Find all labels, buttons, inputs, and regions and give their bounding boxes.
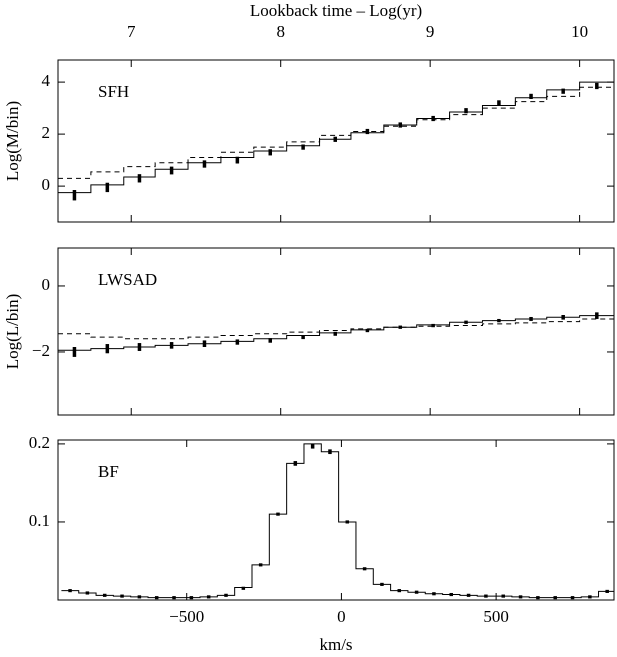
step-line (58, 318, 614, 340)
y-tick-label: 0.2 (29, 433, 50, 452)
x-tick-label: 500 (483, 607, 509, 626)
y-tick-label: −2 (32, 341, 50, 360)
frame (57, 59, 615, 223)
y-axis-label: Log(L/bin) (3, 294, 22, 370)
x-tick-label: 8 (276, 22, 285, 41)
y-tick-label: 0 (42, 275, 51, 294)
frame (57, 247, 615, 416)
panel-label: LWSAD (98, 270, 157, 289)
y-tick-label: 0.1 (29, 511, 50, 530)
x-tick-label: 9 (426, 22, 435, 41)
plot-area (61, 443, 614, 600)
y-axis-label: Log(M/bin) (3, 101, 22, 181)
panel-label: SFH (98, 82, 129, 101)
step-line (58, 86, 614, 179)
frame (57, 439, 615, 601)
x-tick-label: 10 (571, 22, 588, 41)
plot-area (58, 312, 614, 357)
x-tick-label: −500 (169, 607, 204, 626)
y-tick-label: 4 (42, 71, 51, 90)
plot-area (58, 81, 614, 201)
x-axis-label: km/s (319, 635, 352, 654)
panel-label: BF (98, 462, 119, 481)
x-tick-label: 0 (337, 607, 346, 626)
y-tick-label: 0 (42, 175, 51, 194)
x-axis-label: Lookback time – Log(yr) (250, 1, 422, 20)
step-line (61, 443, 614, 599)
x-tick-label: 7 (127, 22, 136, 41)
y-tick-label: 2 (42, 123, 51, 142)
